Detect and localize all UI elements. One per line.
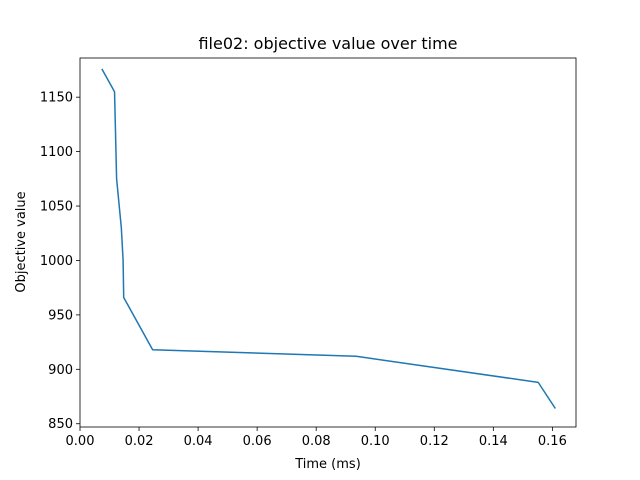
y-tick-label: 1100 [40, 145, 73, 160]
y-tick-label: 950 [48, 308, 73, 323]
x-tick-label: 0.06 [243, 434, 272, 449]
x-tick-label: 0.04 [184, 434, 213, 449]
x-tick-label: 0.08 [302, 434, 331, 449]
chart-title: file02: objective value over time [198, 34, 457, 53]
series-line-0 [101, 68, 556, 409]
plot-area [79, 57, 577, 428]
y-tick-label: 1050 [40, 200, 73, 215]
y-tick-label: 1150 [40, 91, 73, 106]
axes-frame [79, 57, 577, 428]
x-axis-label: Time (ms) [294, 457, 361, 472]
x-axis-ticks: 0.00 0.02 0.04 0.06 0.08 0.10 0.12 0.14 0.16 [66, 427, 567, 449]
x-tick-label: 0.10 [361, 434, 390, 449]
y-tick-label: 900 [48, 363, 73, 378]
y-tick-label: 1000 [40, 254, 73, 269]
y-axis-ticks: 850 900 950 1000 1050 1100 1150 [40, 91, 80, 432]
y-tick-label: 850 [48, 417, 73, 432]
x-tick-label: 0.16 [538, 434, 567, 449]
x-tick-label: 0.14 [479, 434, 508, 449]
y-axis-label: Objective value [14, 191, 29, 292]
x-tick-label: 0.00 [66, 434, 95, 449]
x-tick-label: 0.12 [420, 434, 449, 449]
x-tick-label: 0.02 [125, 434, 154, 449]
